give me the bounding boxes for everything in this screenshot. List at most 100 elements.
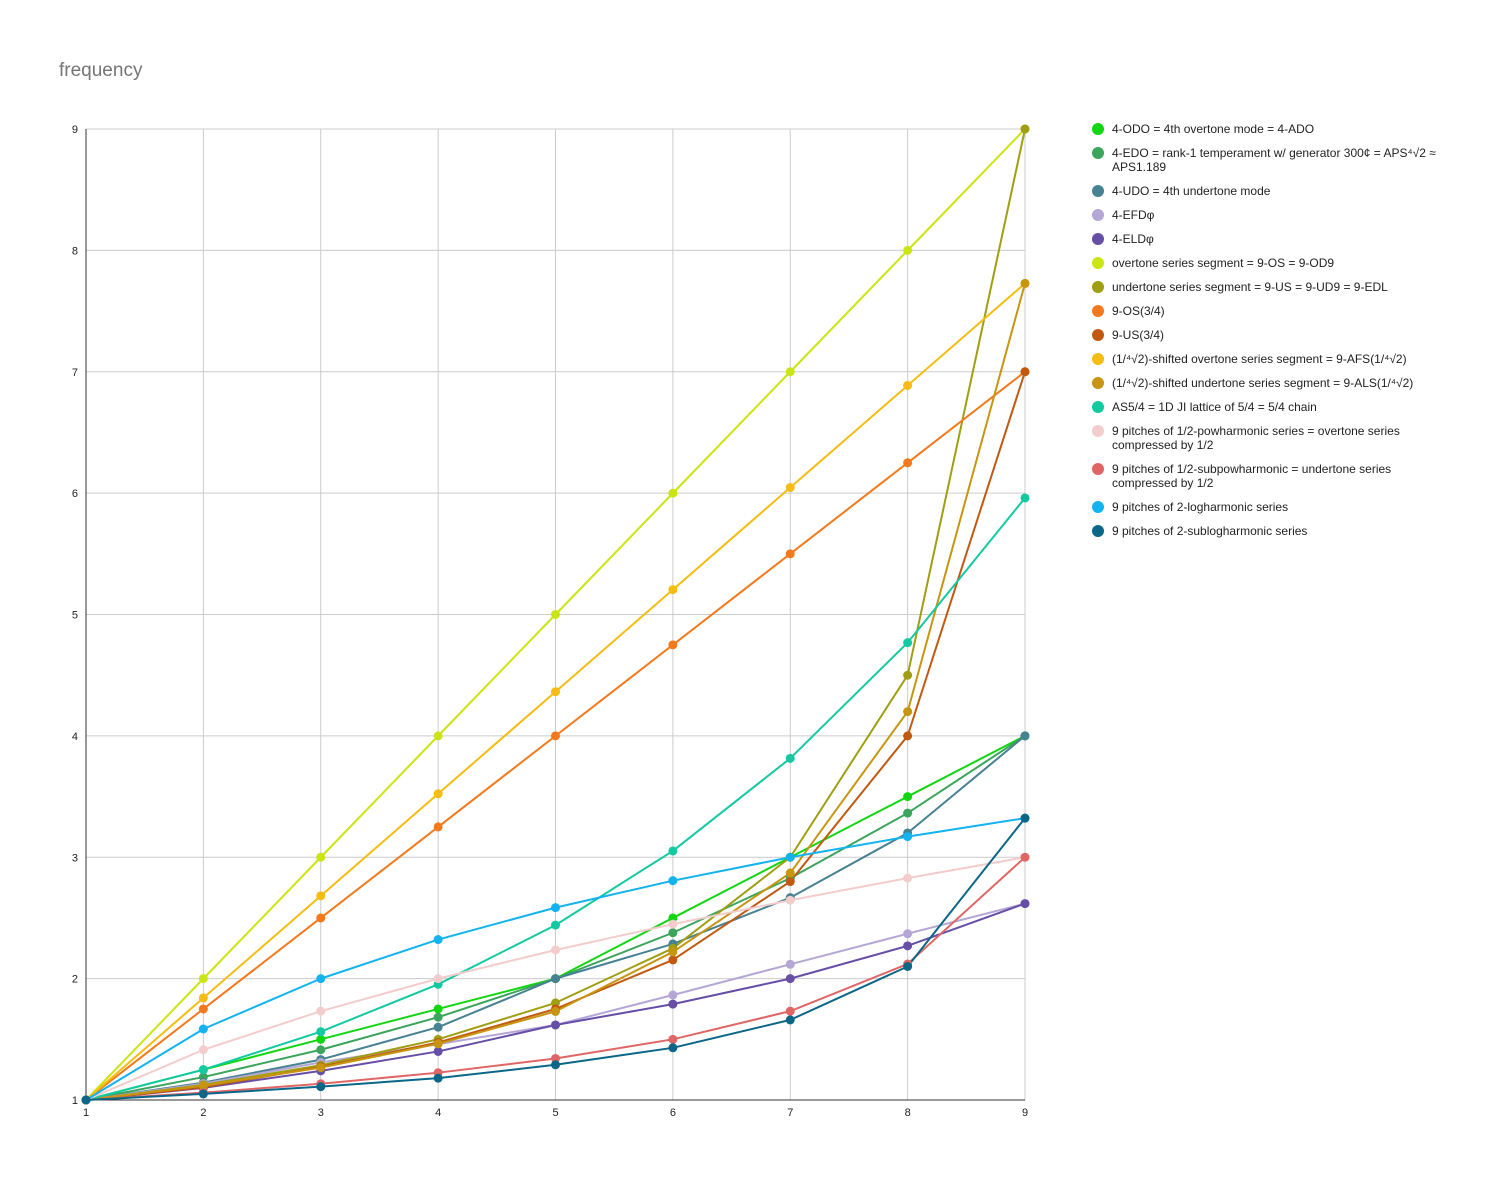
legend-label: 4-UDO = 4th undertone mode (1112, 184, 1271, 198)
data-point (785, 367, 795, 377)
data-point (785, 1015, 795, 1025)
legend-swatch (1092, 377, 1104, 389)
series-points (81, 124, 1030, 1105)
data-point (551, 945, 560, 955)
data-point (1020, 367, 1030, 377)
data-point (433, 822, 443, 832)
data-point (316, 1027, 326, 1037)
data-point (316, 852, 326, 862)
data-point (551, 1020, 560, 1030)
legend-label: undertone series segment = 9-US = 9-UD9 … (1112, 280, 1388, 294)
data-point (316, 1045, 326, 1055)
data-point (551, 1053, 560, 1063)
legend-label: 4-ODO = 4th overtone mode = 4-ADO (1112, 122, 1315, 136)
data-point (668, 1034, 678, 1044)
data-point (903, 707, 913, 717)
legend-label: 4-EFDφ (1112, 208, 1155, 222)
legend-item: AS5/4 = 1D JI lattice of 5/4 = 5/4 chain (1092, 400, 1452, 414)
data-point (1020, 278, 1030, 288)
data-point (433, 1046, 443, 1056)
y-tick-label: 2 (72, 974, 78, 986)
legend-swatch (1092, 257, 1104, 269)
axes (85, 129, 1025, 1101)
data-point (785, 549, 795, 559)
legend-label: 9 pitches of 1/2-subpowharmonic = undert… (1112, 462, 1392, 490)
data-point (551, 731, 560, 741)
data-point (785, 483, 795, 493)
legend-item: 4-ODO = 4th overtone mode = 4-ADO (1092, 122, 1452, 136)
legend-swatch (1092, 501, 1104, 513)
data-point (668, 919, 678, 929)
data-point (433, 731, 443, 741)
data-point (668, 876, 678, 886)
data-point (198, 993, 208, 1003)
legend-swatch (1092, 281, 1104, 293)
data-point (316, 974, 326, 984)
data-point (903, 873, 913, 883)
y-tick-label: 6 (72, 488, 78, 500)
data-point (198, 1004, 208, 1014)
x-tick-label: 4 (435, 1107, 441, 1119)
legend-swatch (1092, 425, 1104, 437)
data-point (785, 753, 795, 763)
legend-label: (1/⁴√2)-shifted overtone series segment … (1112, 352, 1407, 366)
data-point (785, 877, 795, 887)
y-tick-label: 1 (72, 1095, 78, 1107)
data-point (81, 1095, 91, 1105)
data-point (668, 488, 678, 498)
data-point (785, 1006, 795, 1016)
data-point (433, 1073, 443, 1083)
data-point (1020, 493, 1030, 503)
data-point (903, 670, 913, 680)
legend-item: 4-UDO = 4th undertone mode (1092, 184, 1452, 198)
legend-item: 4-EDO = rank-1 temperament w/ generator … (1092, 146, 1452, 174)
data-point (1020, 731, 1030, 741)
data-point (1020, 899, 1030, 909)
data-point (668, 585, 678, 595)
data-point (668, 928, 678, 938)
data-point (316, 913, 326, 923)
legend: 4-ODO = 4th overtone mode = 4-ADO 4-EDO =… (1092, 122, 1452, 548)
data-point (903, 941, 913, 951)
legend-item: 9 pitches of 1/2-powharmonic series = ov… (1092, 424, 1452, 452)
y-tick-label: 8 (72, 245, 78, 257)
data-point (668, 947, 678, 957)
data-point (551, 1006, 560, 1016)
data-point (433, 789, 443, 799)
legend-label: 4-EDO = rank-1 temperament w/ generator … (1112, 146, 1436, 174)
y-tick-label: 9 (72, 124, 78, 136)
data-point (903, 808, 913, 818)
data-point (668, 640, 678, 650)
x-tick-label: 8 (905, 1107, 911, 1119)
data-point (198, 1081, 208, 1091)
data-point (668, 955, 678, 965)
legend-swatch (1092, 185, 1104, 197)
x-tick-label: 1 (83, 1107, 89, 1119)
data-point (1020, 124, 1030, 134)
data-point (551, 903, 560, 913)
legend-swatch (1092, 147, 1104, 159)
data-point (785, 852, 795, 862)
legend-label: 4-ELDφ (1112, 232, 1154, 246)
data-point (551, 1060, 560, 1070)
data-point (198, 1024, 208, 1034)
legend-label: overtone series segment = 9-OS = 9-OD9 (1112, 256, 1335, 270)
legend-label: AS5/4 = 1D JI lattice of 5/4 = 5/4 chain (1112, 400, 1317, 414)
data-point (551, 687, 560, 697)
data-point (551, 920, 560, 930)
data-point (785, 895, 795, 905)
legend-label: 9-US(3/4) (1112, 328, 1165, 342)
x-tick-label: 6 (670, 1107, 676, 1119)
legend-item: overtone series segment = 9-OS = 9-OD9 (1092, 256, 1452, 270)
legend-swatch (1092, 209, 1104, 221)
legend-item: undertone series segment = 9-US = 9-UD9 … (1092, 280, 1452, 294)
data-point (1020, 813, 1030, 823)
legend-label: (1/⁴√2)-shifted undertone series segment… (1112, 376, 1414, 390)
data-point (433, 1022, 443, 1032)
tick-labels: 1 2 3 4 5 6 7 8 9 1 2 3 4 5 6 7 8 9 (72, 124, 1028, 1119)
legend-swatch (1092, 525, 1104, 537)
legend-item: 9-OS(3/4) (1092, 304, 1452, 318)
data-point (903, 731, 913, 741)
legend-label: 9 pitches of 2-logharmonic series (1112, 500, 1289, 514)
data-point (433, 1039, 443, 1049)
